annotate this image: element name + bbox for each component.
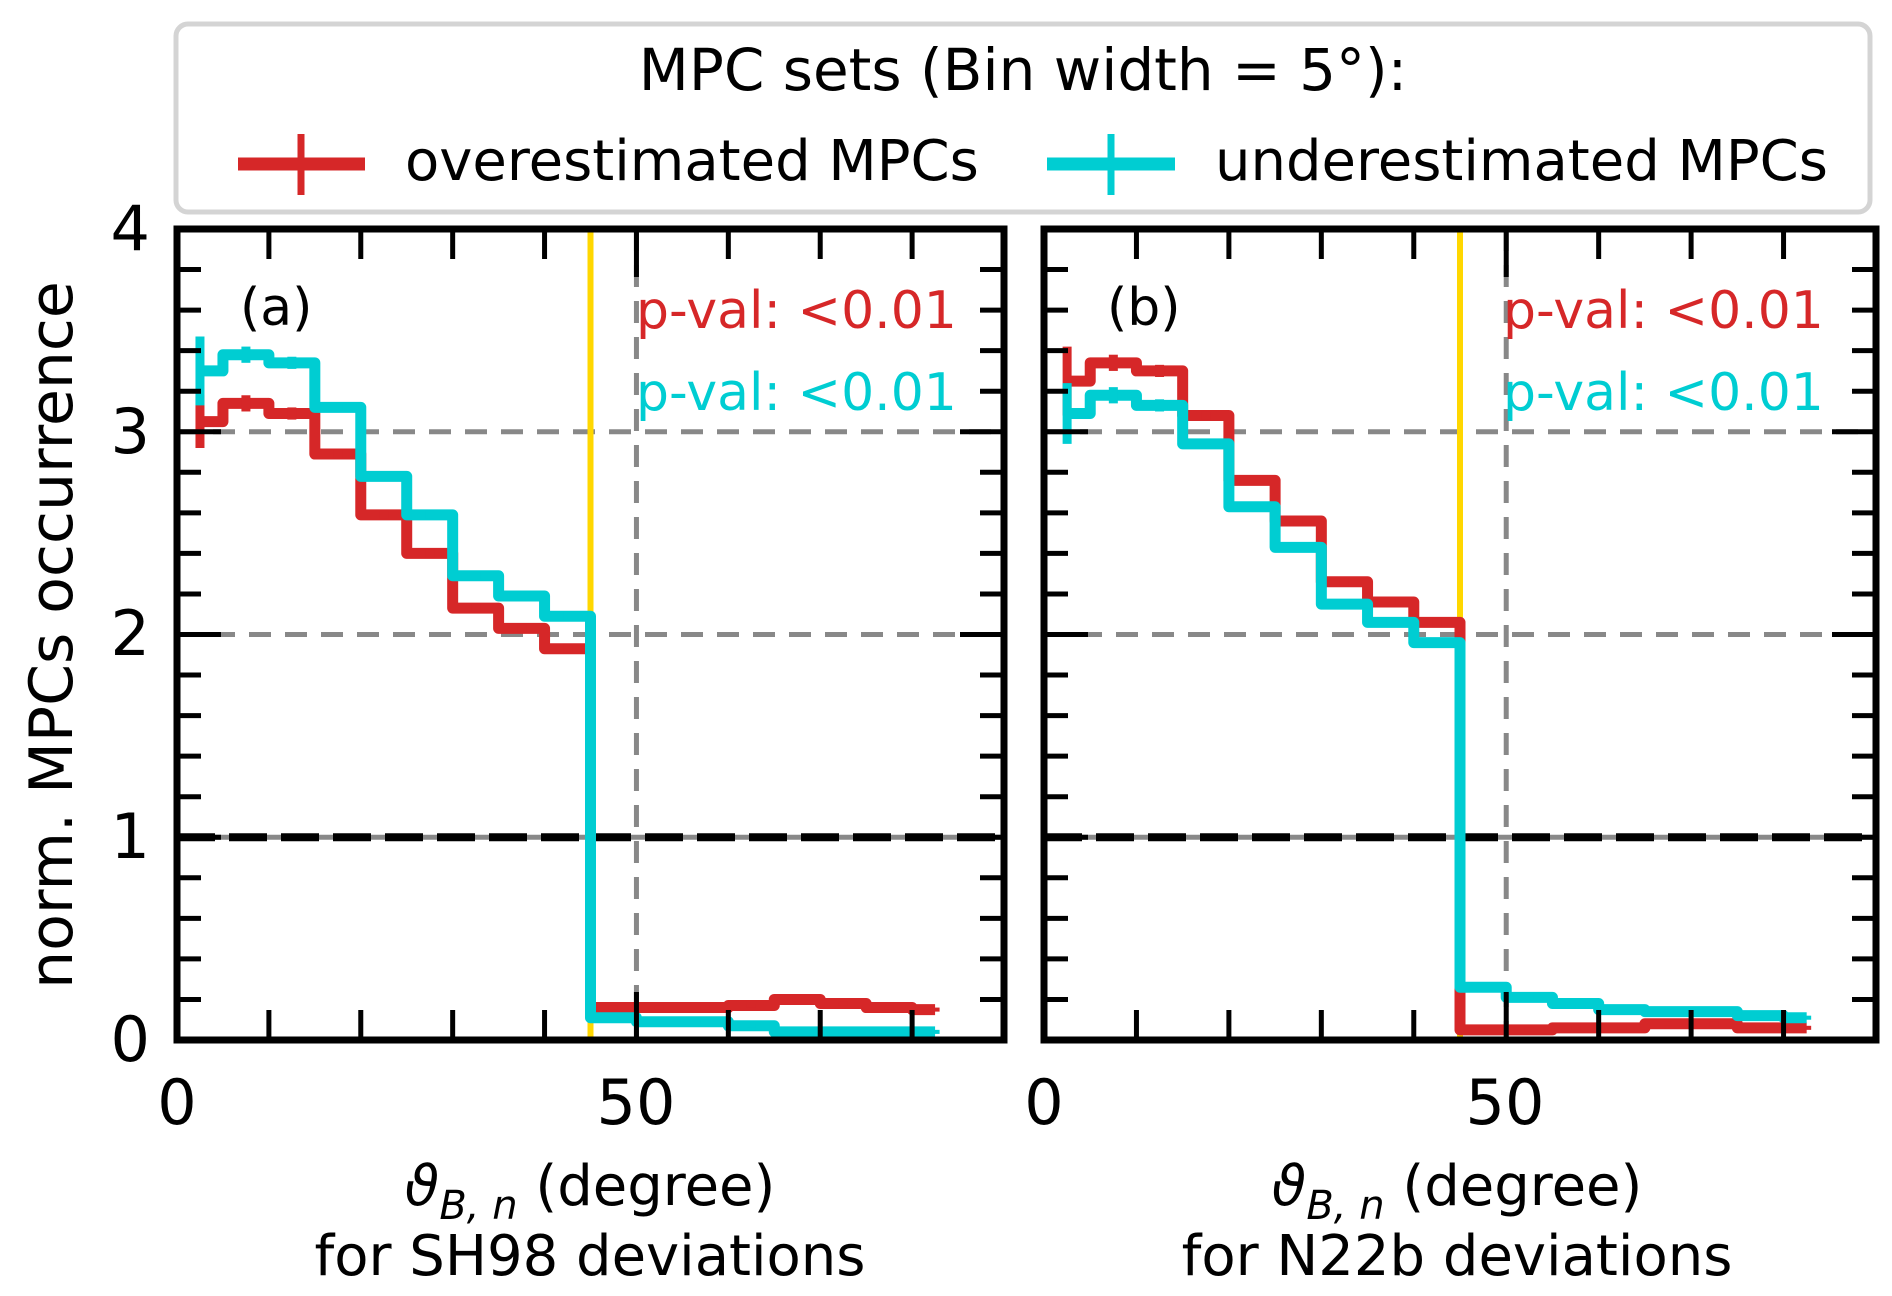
panel-b-pval-underestimated: p-val: <0.01: [1503, 363, 1824, 423]
series-under-step-line: [1067, 389, 1807, 1024]
panel-a-label: (a): [240, 278, 312, 338]
panel-a-ytick-label-0: 0: [111, 1003, 150, 1076]
panel-a: (a) p-val: <0.01 p-val: <0.01 0 50 0 1 2…: [111, 192, 1008, 1289]
legend-entry-overestimated: overestimated MPCs: [238, 129, 979, 195]
panel-b-xlabel-subscript: B, n: [1306, 1183, 1384, 1229]
panel-a-xlabel-line2: for SH98 deviations: [315, 1224, 866, 1289]
panel-a-xlabel-subscript: B, n: [439, 1183, 517, 1229]
panel-b-series: [1062, 346, 1812, 1036]
legend-label-underestimated: underestimated MPCs: [1215, 129, 1828, 194]
panel-a-xtick-label-0: 0: [157, 1066, 196, 1139]
panel-a-xlabel-symbol: ϑ: [405, 1154, 440, 1219]
panel-a-series: [195, 336, 940, 1038]
panel-a-ytick-label-1: 1: [111, 800, 150, 873]
panel-a-pval-overestimated: p-val: <0.01: [636, 281, 957, 341]
panel-a-ticks: [174, 226, 1007, 1043]
series-over-step-line: [1067, 357, 1807, 1036]
legend-frame: [173, 21, 1873, 215]
panel-a-xtick-label-50: 50: [597, 1066, 676, 1139]
panel-a-xlabel-line1: ϑB, n (degree): [405, 1154, 776, 1229]
panel-b-pval-overestimated: p-val: <0.01: [1503, 281, 1824, 341]
series-over-step-line: [199, 397, 936, 1016]
legend-entry-underestimated: underestimated MPCs: [1047, 129, 1828, 195]
y-axis-label: norm. MPCs occurrence: [17, 281, 87, 989]
panel-a-ytick-label-3: 3: [111, 395, 150, 468]
legend: MPC sets (Bin width = 5°): overestimated…: [173, 21, 1873, 215]
panel-a-ytick-label-4: 4: [111, 192, 150, 265]
panel-b-xlabel-line2: for N22b deviations: [1182, 1224, 1733, 1289]
panel-b-xtick-label-0: 0: [1024, 1066, 1063, 1139]
panel-b-label: (b): [1107, 278, 1181, 338]
legend-title: MPC sets (Bin width = 5°):: [639, 36, 1407, 104]
panel-a-xlabel-unit: (degree): [518, 1154, 776, 1219]
panel-b-xlabel-symbol: ϑ: [1272, 1154, 1307, 1219]
panel-a-ytick-label-2: 2: [111, 597, 150, 670]
panel-b-xlabel-unit: (degree): [1385, 1154, 1643, 1219]
panel-a-pval-underestimated: p-val: <0.01: [636, 363, 957, 423]
panel-a-frame: [173, 225, 1008, 1044]
legend-label-overestimated: overestimated MPCs: [405, 129, 979, 194]
panel-b-xtick-label-50: 50: [1466, 1066, 1545, 1139]
panel-b: (b) p-val: <0.01 p-val: <0.01 0 50 ϑB, n…: [1024, 225, 1880, 1289]
panel-b-frame: [1040, 225, 1880, 1044]
panel-b-xlabel-line1: ϑB, n (degree): [1272, 1154, 1643, 1229]
